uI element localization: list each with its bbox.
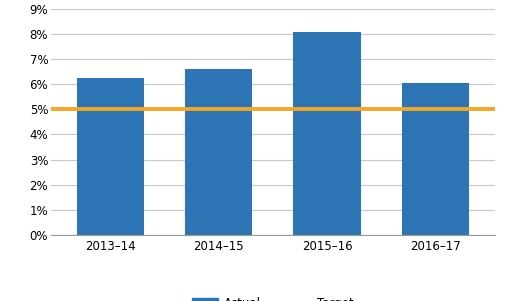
Bar	[293, 32, 360, 235]
Bar	[77, 78, 144, 235]
Legend: Actual, Target: Actual, Target	[187, 292, 357, 301]
Bar	[185, 69, 252, 235]
Bar	[401, 83, 468, 235]
